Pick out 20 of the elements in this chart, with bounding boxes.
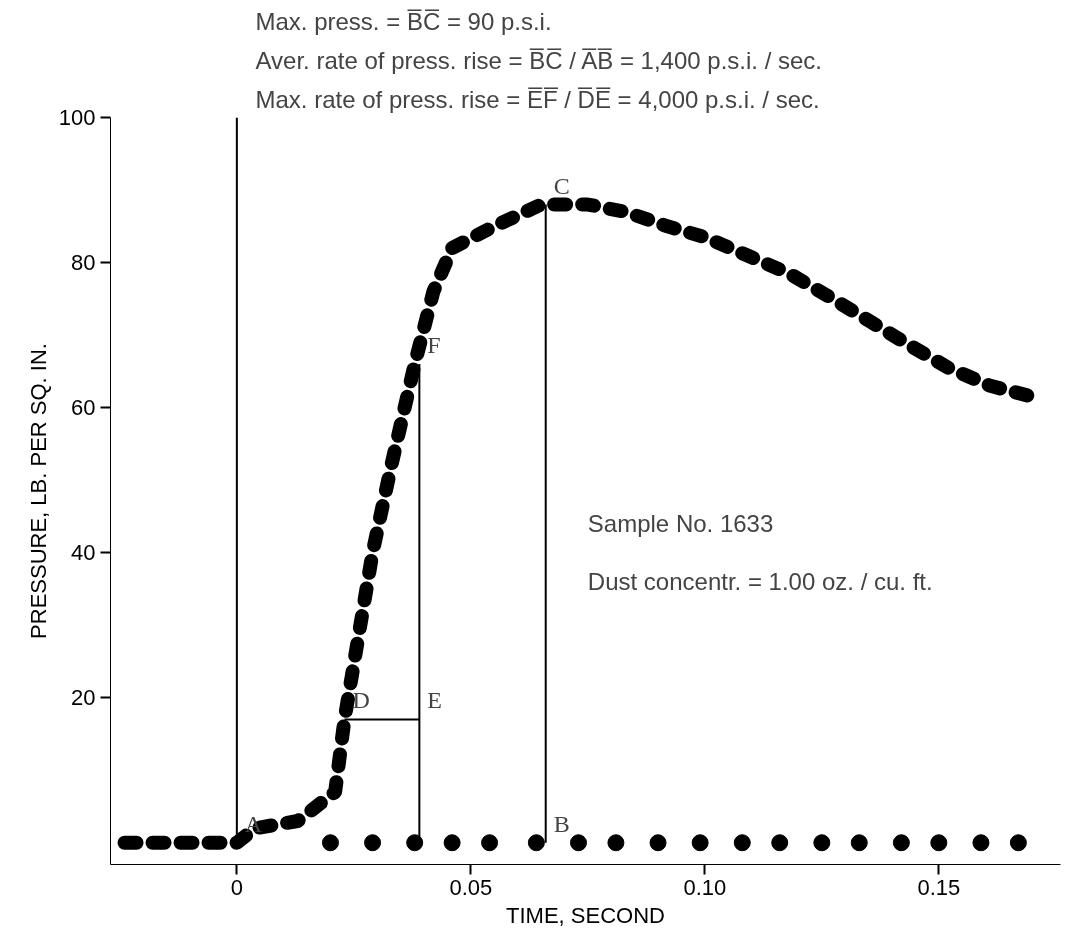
text: Max. rate of press. rise = E̅F̅ / D̅E̅ = 4,000 p.s.i. / sec.	[255, 85, 820, 113]
text: Aver. rate of press. rise = B̅C̅ / A̅B̅ = 1,400 p.s.i. / sec.	[255, 46, 822, 74]
y-tick-label: 80	[71, 250, 96, 276]
x-tick-label: 0.05	[449, 874, 493, 900]
x-axis-title: TIME, SECOND	[506, 902, 665, 928]
annotation: Dust concentr. = 1.00 oz. / cu. ft.	[587, 568, 933, 596]
x-tick-label: 0.10	[683, 874, 727, 900]
annotation: B	[553, 810, 570, 837]
y-tick-label: 40	[71, 540, 96, 566]
annotation: F	[427, 332, 441, 359]
text: Max. press. = B̅C̅ = 90 p.s.i.	[255, 7, 552, 35]
x-tick-label: 0	[230, 874, 243, 900]
annotation: C	[553, 172, 570, 199]
y-tick-label: 60	[71, 395, 96, 421]
annotation: Sample No. 1633	[587, 510, 774, 538]
annotation: E	[427, 687, 443, 714]
y-tick-label: 100	[58, 105, 96, 130]
x-tick-label: 0.15	[917, 874, 961, 900]
y-axis-title: PRESSURE, LB. PER SQ. IN.	[25, 343, 51, 639]
y-tick-label: 20	[71, 685, 96, 711]
